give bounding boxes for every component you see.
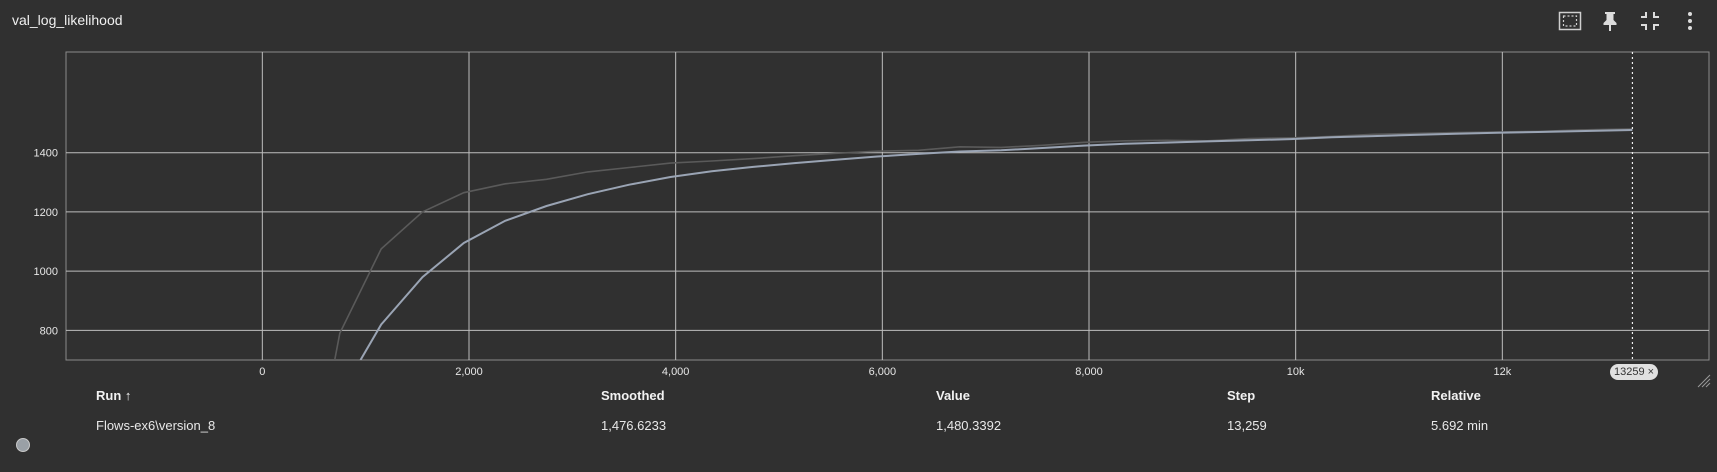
pin-button[interactable] [1597,8,1623,34]
close-icon[interactable]: × [1647,366,1655,378]
collapse-button[interactable] [1637,8,1663,34]
x-tick-label: 12k [1493,366,1511,378]
row-relative: 5.692 min [1431,418,1489,433]
header-run[interactable]: Run ↑ [96,388,132,403]
fit-domain-button[interactable] [1557,8,1583,34]
x-tick-label: 0 [259,366,265,378]
x-tick-label: 8,000 [1075,366,1103,378]
row-value: 1,480.3392 [936,418,1002,433]
chart-toolbar [1557,8,1703,34]
run-color-swatch[interactable] [16,438,30,452]
header-value: Value [936,388,970,403]
y-tick-label: 1000 [34,266,58,278]
x-tick-label: 4,000 [662,366,690,378]
x-tick-label: 2,000 [455,366,483,378]
y-tick-label: 800 [40,325,58,337]
header-step: Step [1227,388,1256,403]
series-line-raw [333,128,1633,360]
header-relative: Relative [1431,388,1481,403]
resize-handle-icon[interactable] [1697,374,1711,388]
y-tick-label: 1400 [34,148,58,160]
x-tick-label: 10k [1287,366,1305,378]
collapse-icon [1641,12,1659,30]
hover-step-chip[interactable]: 13259 × [1610,364,1659,380]
row-smoothed: 1,476.6233 [601,418,667,433]
chart-title: val_log_likelihood [12,12,123,28]
more-options-button[interactable] [1677,8,1703,34]
hover-step-label: 13259 [1614,366,1645,378]
fit-domain-icon [1558,11,1582,31]
plot-frame [65,51,1710,361]
x-tick-label: 6,000 [869,366,897,378]
header-smoothed: Smoothed [601,388,665,403]
row-run: Flows-ex6\version_8 [96,418,216,433]
line-chart[interactable]: 0 2,000 4,000 6,000 8,000 10k 12k 800 1000 1200 14… [0,0,1717,390]
y-tick-label: 1200 [34,207,58,219]
series-line-smoothed [359,129,1633,360]
row-step: 13,259 [1227,418,1267,433]
pin-icon [1603,12,1617,31]
more-vert-icon [1688,12,1692,30]
